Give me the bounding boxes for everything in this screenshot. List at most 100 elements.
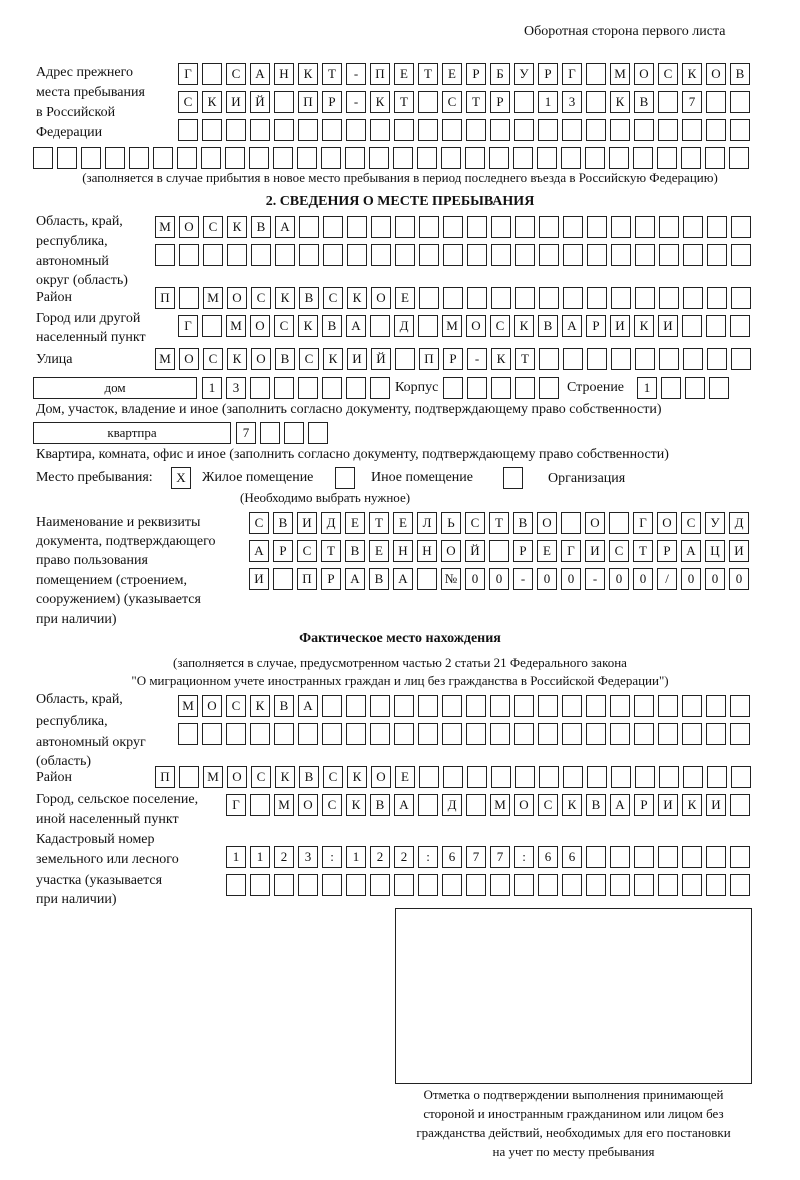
- char-cell[interactable]: [611, 244, 631, 266]
- char-cell[interactable]: [706, 315, 726, 337]
- char-cell[interactable]: [563, 287, 583, 309]
- char-cell[interactable]: Г: [562, 63, 582, 85]
- char-cell[interactable]: [284, 422, 304, 444]
- char-cell[interactable]: С: [274, 315, 294, 337]
- char-cell[interactable]: [250, 794, 270, 816]
- char-cell[interactable]: [442, 723, 462, 745]
- char-cell[interactable]: М: [442, 315, 462, 337]
- char-cell[interactable]: [273, 568, 293, 590]
- char-cell[interactable]: В: [513, 512, 533, 534]
- char-cell[interactable]: [611, 216, 631, 238]
- char-cell[interactable]: [683, 287, 703, 309]
- char-cell[interactable]: Т: [418, 63, 438, 85]
- char-cell[interactable]: 6: [562, 846, 582, 868]
- char-cell[interactable]: [587, 244, 607, 266]
- char-cell[interactable]: С: [299, 348, 319, 370]
- char-cell[interactable]: Д: [321, 512, 341, 534]
- char-cell[interactable]: Ь: [441, 512, 461, 534]
- char-cell[interactable]: [418, 91, 438, 113]
- char-cell[interactable]: [346, 874, 366, 896]
- char-cell[interactable]: [322, 377, 342, 399]
- char-cell[interactable]: Е: [395, 287, 415, 309]
- char-cell[interactable]: [419, 287, 439, 309]
- char-cell[interactable]: [322, 119, 342, 141]
- char-cell[interactable]: [489, 147, 509, 169]
- char-cell[interactable]: [491, 287, 511, 309]
- char-cell[interactable]: [659, 287, 679, 309]
- char-cell[interactable]: П: [155, 766, 175, 788]
- char-cell[interactable]: Н: [274, 63, 294, 85]
- char-cell[interactable]: [635, 287, 655, 309]
- char-cell[interactable]: [706, 695, 726, 717]
- char-cell[interactable]: 0: [705, 568, 725, 590]
- char-cell[interactable]: У: [705, 512, 725, 534]
- char-cell[interactable]: [490, 723, 510, 745]
- char-cell[interactable]: [347, 244, 367, 266]
- char-cell[interactable]: [395, 348, 415, 370]
- char-cell[interactable]: М: [274, 794, 294, 816]
- char-cell[interactable]: Р: [443, 348, 463, 370]
- char-cell[interactable]: О: [585, 512, 605, 534]
- char-cell[interactable]: [538, 119, 558, 141]
- char-cell[interactable]: Е: [345, 512, 365, 534]
- char-cell[interactable]: [658, 119, 678, 141]
- char-cell[interactable]: [322, 874, 342, 896]
- char-cell[interactable]: Г: [178, 63, 198, 85]
- char-cell[interactable]: [346, 695, 366, 717]
- char-cell[interactable]: В: [273, 512, 293, 534]
- char-cell[interactable]: [586, 846, 606, 868]
- char-cell[interactable]: О: [202, 695, 222, 717]
- char-cell[interactable]: 2: [274, 846, 294, 868]
- char-cell[interactable]: Г: [226, 794, 246, 816]
- char-cell[interactable]: [539, 766, 559, 788]
- char-cell[interactable]: 3: [562, 91, 582, 113]
- char-cell[interactable]: [561, 512, 581, 534]
- char-cell[interactable]: [57, 147, 77, 169]
- char-cell[interactable]: [394, 119, 414, 141]
- char-cell[interactable]: У: [514, 63, 534, 85]
- char-cell[interactable]: [538, 723, 558, 745]
- char-cell[interactable]: [490, 874, 510, 896]
- char-cell[interactable]: Й: [465, 540, 485, 562]
- char-cell[interactable]: [585, 147, 605, 169]
- char-cell[interactable]: Т: [394, 91, 414, 113]
- char-cell[interactable]: С: [226, 63, 246, 85]
- char-cell[interactable]: Е: [395, 766, 415, 788]
- char-cell[interactable]: [682, 695, 702, 717]
- char-cell[interactable]: [129, 147, 149, 169]
- char-cell[interactable]: [251, 244, 271, 266]
- house-type-field[interactable]: дом: [33, 377, 197, 399]
- char-cell[interactable]: [730, 794, 750, 816]
- char-cell[interactable]: [299, 216, 319, 238]
- char-cell[interactable]: 1: [346, 846, 366, 868]
- char-cell[interactable]: [323, 216, 343, 238]
- char-cell[interactable]: [707, 287, 727, 309]
- char-cell[interactable]: 7: [490, 846, 510, 868]
- char-cell[interactable]: [491, 244, 511, 266]
- char-cell[interactable]: Д: [394, 315, 414, 337]
- stay-checkbox-residential[interactable]: Х: [171, 467, 191, 489]
- char-cell[interactable]: [443, 287, 463, 309]
- char-cell[interactable]: [225, 147, 245, 169]
- char-cell[interactable]: [491, 216, 511, 238]
- char-cell[interactable]: [610, 119, 630, 141]
- char-cell[interactable]: [308, 422, 328, 444]
- char-cell[interactable]: С: [226, 695, 246, 717]
- char-cell[interactable]: -: [346, 63, 366, 85]
- char-cell[interactable]: С: [297, 540, 317, 562]
- char-cell[interactable]: Т: [466, 91, 486, 113]
- char-cell[interactable]: [274, 91, 294, 113]
- char-cell[interactable]: Р: [538, 63, 558, 85]
- char-cell[interactable]: [467, 244, 487, 266]
- char-cell[interactable]: [395, 244, 415, 266]
- char-cell[interactable]: Р: [586, 315, 606, 337]
- char-cell[interactable]: -: [467, 348, 487, 370]
- char-cell[interactable]: [202, 723, 222, 745]
- char-cell[interactable]: С: [658, 63, 678, 85]
- char-cell[interactable]: [659, 244, 679, 266]
- char-cell[interactable]: К: [682, 794, 702, 816]
- char-cell[interactable]: [661, 377, 681, 399]
- char-cell[interactable]: 0: [633, 568, 653, 590]
- char-cell[interactable]: [562, 119, 582, 141]
- char-cell[interactable]: Е: [394, 63, 414, 85]
